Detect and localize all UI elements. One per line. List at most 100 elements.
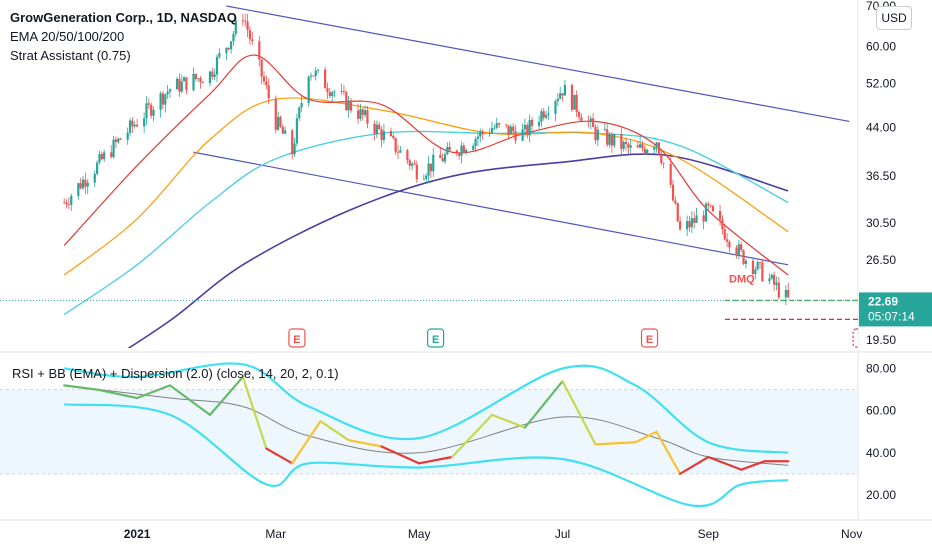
candle-body bbox=[281, 126, 284, 134]
candle-body bbox=[161, 93, 165, 105]
candle-body bbox=[627, 143, 630, 148]
candle-body bbox=[526, 124, 529, 136]
main-pane-group: DMQ E E E E bbox=[0, 5, 858, 348]
price-tick-label: 26.50 bbox=[866, 253, 896, 267]
candle-body bbox=[462, 145, 465, 153]
channel-lower-line bbox=[193, 151, 789, 266]
candle-body bbox=[439, 154, 442, 159]
earnings-marker: E bbox=[288, 328, 306, 348]
candle-body bbox=[608, 134, 611, 145]
candle-body bbox=[422, 178, 425, 180]
candle-body bbox=[690, 218, 693, 228]
earnings-marker-box bbox=[427, 328, 445, 348]
last-price-label: 22.69 bbox=[868, 294, 898, 308]
rsi-segment bbox=[241, 375, 268, 450]
currency-button[interactable]: USD bbox=[876, 6, 912, 30]
earnings-marker: E bbox=[852, 328, 858, 348]
candle-body bbox=[629, 145, 632, 148]
candle-body bbox=[695, 215, 698, 223]
price-tick-label: 19.50 bbox=[866, 333, 896, 347]
candle-body bbox=[244, 20, 247, 22]
candle-body bbox=[481, 131, 484, 134]
candle-body bbox=[96, 162, 99, 174]
candle-body bbox=[382, 131, 386, 140]
price-tick-label: 60.00 bbox=[866, 39, 896, 53]
candle-body bbox=[718, 211, 722, 220]
candle-body bbox=[474, 138, 477, 146]
candle-body bbox=[775, 282, 778, 285]
candle-body bbox=[260, 59, 263, 77]
chart-legend: GrowGeneration Corp., 1D, NASDAQ EMA 20/… bbox=[10, 8, 237, 65]
candle-body bbox=[411, 163, 414, 166]
candle-body bbox=[211, 71, 214, 77]
candle-body bbox=[563, 85, 567, 96]
candle-body bbox=[93, 173, 96, 183]
rsi-segment bbox=[594, 441, 637, 446]
ema200-line bbox=[127, 153, 789, 348]
candle-body bbox=[556, 98, 559, 102]
candle-body bbox=[152, 109, 155, 116]
candle-body bbox=[540, 111, 543, 122]
candle-body bbox=[347, 100, 350, 111]
candle-body bbox=[723, 229, 726, 240]
candle-body bbox=[495, 123, 498, 128]
candle-body bbox=[514, 131, 517, 141]
candle-body bbox=[721, 219, 724, 230]
earnings-marker-label: E bbox=[646, 334, 653, 346]
candle-body bbox=[117, 138, 120, 143]
time-tick-label: Sep bbox=[698, 527, 720, 541]
candle-body bbox=[613, 133, 616, 146]
candle-body bbox=[479, 131, 482, 137]
candle-body bbox=[126, 132, 129, 140]
rsi-legend-label: RSI + BB (EMA) + Dispersion (2.0) (close… bbox=[12, 366, 339, 381]
candle-body bbox=[542, 111, 545, 118]
candle-body bbox=[624, 141, 628, 144]
candle-body bbox=[331, 92, 334, 97]
candle-body bbox=[702, 215, 705, 222]
rsi-segment bbox=[135, 384, 172, 400]
rsi-segment bbox=[347, 439, 383, 448]
candle-body bbox=[145, 103, 148, 119]
time-tick-label: May bbox=[408, 527, 431, 541]
candle-body bbox=[472, 145, 475, 150]
rsi-segment bbox=[319, 420, 350, 442]
candle-body bbox=[575, 94, 578, 112]
candle-body bbox=[528, 120, 531, 136]
candle-body bbox=[251, 39, 254, 42]
candle-body bbox=[653, 147, 656, 150]
candle-body bbox=[307, 76, 310, 104]
candle-body bbox=[784, 290, 787, 298]
symbol-title[interactable]: GrowGeneration Corp., 1D, NASDAQ bbox=[10, 10, 237, 25]
rsi-tick-label: 80.00 bbox=[866, 362, 896, 376]
candle-body bbox=[693, 218, 696, 223]
candle-body bbox=[735, 247, 738, 256]
ema-legend[interactable]: EMA 20/50/100/200 bbox=[10, 29, 125, 44]
candle-body bbox=[119, 138, 122, 140]
candle-body bbox=[448, 146, 451, 151]
candle-body bbox=[596, 129, 599, 141]
strat-assistant-legend[interactable]: Strat Assistant (0.75) bbox=[10, 48, 131, 63]
candle-body bbox=[686, 221, 689, 230]
candle-body bbox=[394, 137, 397, 153]
rsi-legend[interactable]: RSI + BB (EMA) + Dispersion (2.0) (close… bbox=[12, 364, 339, 383]
candle-body bbox=[432, 154, 435, 172]
candle-body bbox=[505, 124, 508, 126]
earnings-marker-label: E bbox=[293, 334, 300, 346]
candle-body bbox=[754, 269, 757, 275]
candle-body bbox=[135, 124, 139, 127]
candle-body bbox=[726, 239, 729, 242]
candle-body bbox=[674, 200, 677, 204]
channel-upper-line bbox=[226, 5, 850, 123]
candle-body bbox=[742, 250, 745, 264]
candle-body bbox=[758, 262, 762, 263]
candle-body bbox=[316, 69, 320, 71]
candle-body bbox=[218, 53, 221, 57]
candle-body bbox=[744, 260, 748, 264]
candle-body bbox=[79, 183, 82, 189]
candle-body bbox=[159, 93, 162, 110]
candle-body bbox=[230, 41, 233, 50]
candle-body bbox=[248, 30, 252, 40]
candle-body bbox=[777, 282, 780, 298]
